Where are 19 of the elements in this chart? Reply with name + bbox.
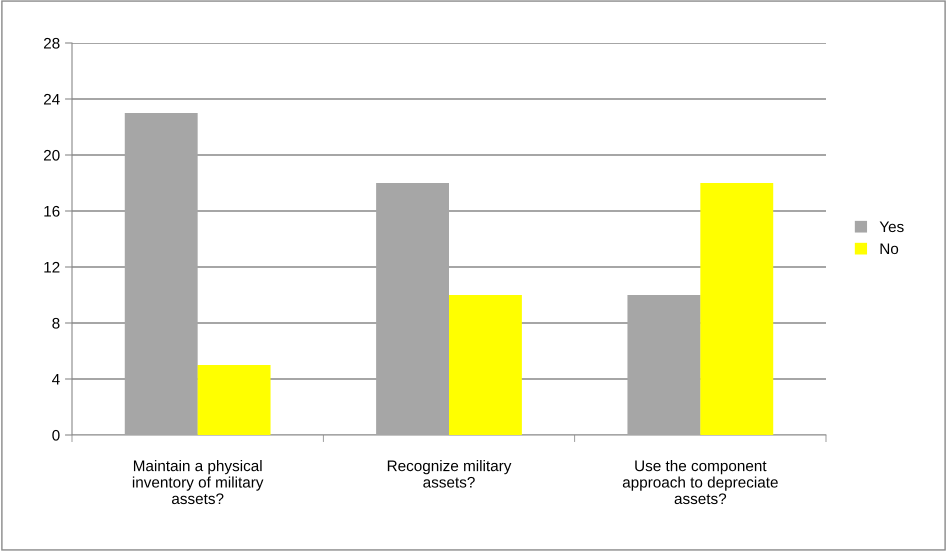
x-tick-label: Recognize military assets? <box>388 460 512 488</box>
bar <box>449 295 522 435</box>
bar <box>124 113 198 435</box>
legend-label: No <box>880 243 898 254</box>
y-tick-label: 24 <box>44 94 60 105</box>
y-tick-label: 0 <box>52 430 60 441</box>
bar <box>627 295 700 435</box>
bar <box>376 183 449 435</box>
x-tick-label: Use the component approach to depreciate assets? <box>622 460 778 504</box>
bar <box>198 365 271 435</box>
y-tick-label: 12 <box>44 262 60 273</box>
y-tick-label: 28 <box>44 38 60 49</box>
bar <box>700 183 774 435</box>
y-tick-label: 4 <box>52 374 60 385</box>
y-tick-label: 16 <box>44 206 60 217</box>
y-tick-label: 8 <box>52 318 60 329</box>
y-tick-label: 20 <box>44 150 60 161</box>
x-tick-label: Maintain a physical inventory of military assets? <box>132 460 264 504</box>
legend-label: Yes <box>880 222 904 232</box>
